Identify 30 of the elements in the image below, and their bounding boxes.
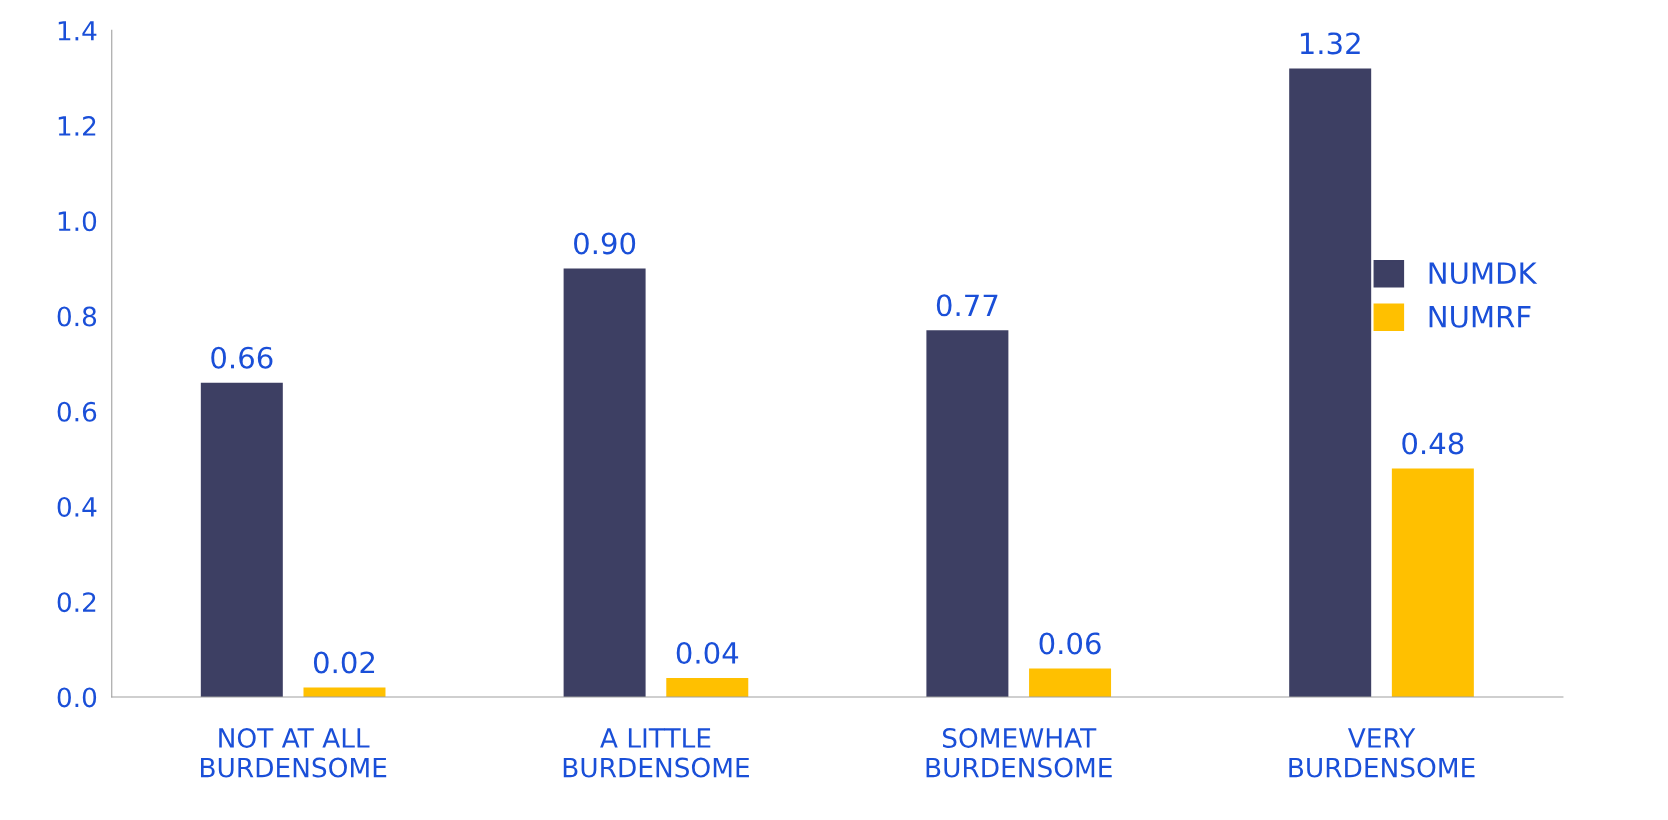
bar — [1029, 668, 1112, 697]
bar — [926, 330, 1009, 697]
data-label: 0.06 — [1039, 632, 1101, 655]
y-tick-label: 0.8 — [57, 306, 97, 327]
y-tick-label: 0.4 — [57, 496, 97, 517]
bar — [303, 687, 386, 697]
x-tick-label: NOT AT ALL BURDENSOME — [201, 728, 387, 778]
data-label: 0.04 — [676, 641, 739, 664]
x-tick-label: SOMEWHAT BURDENSOME — [926, 728, 1112, 778]
bar — [1391, 468, 1474, 697]
legend-label: NUMRF — [1429, 306, 1531, 328]
data-label: 0.77 — [936, 294, 998, 317]
data-label: 0.02 — [313, 651, 375, 674]
legend-label: NUMDK — [1429, 262, 1538, 285]
bar — [563, 268, 646, 697]
y-tick-label: 1.4 — [58, 21, 97, 41]
data-label: 1.32 — [1300, 32, 1360, 55]
data-label: 0.66 — [211, 346, 273, 369]
bar — [666, 677, 749, 697]
y-tick-label: 0.6 — [57, 401, 97, 422]
data-label: 0.90 — [574, 232, 636, 255]
y-tick-label: 0.0 — [57, 687, 97, 708]
bar — [200, 382, 283, 697]
x-tick-label: VERY BURDENSOME — [1289, 728, 1475, 778]
y-tick-label: 1.2 — [58, 116, 96, 136]
data-label: 0.48 — [1402, 432, 1464, 455]
y-tick-label: 0.2 — [57, 592, 96, 613]
bar — [1289, 68, 1372, 697]
y-tick-label: 1.0 — [58, 211, 97, 232]
x-tick-label: A LITTLE BURDENSOME — [563, 728, 749, 778]
